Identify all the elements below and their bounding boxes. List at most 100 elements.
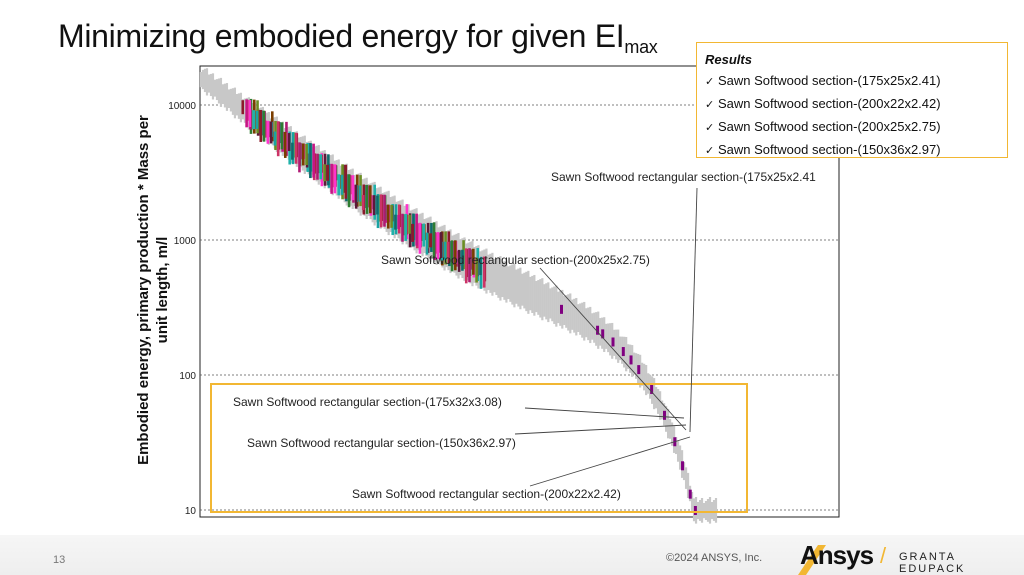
data-marker <box>450 240 454 272</box>
results-title: Results <box>705 52 752 67</box>
page-number: 13 <box>53 554 66 566</box>
y-ticks: 10 100 1000 10000 <box>168 101 196 517</box>
data-marker <box>248 100 252 128</box>
data-marker <box>312 143 315 178</box>
data-marker <box>436 232 440 260</box>
data-marker <box>309 143 312 179</box>
data-marker <box>276 121 280 157</box>
data-marker <box>337 174 341 196</box>
data-marker <box>425 232 429 255</box>
selected-marker <box>693 506 697 515</box>
data-marker <box>446 241 450 259</box>
brand-logo: Ansys <box>800 540 874 570</box>
brand-divider-icon: / <box>880 543 887 568</box>
leader-lines <box>514 187 698 487</box>
data-marker <box>344 164 348 199</box>
results-item-label: Sawn Softwood section-(150x36x2.97) <box>718 142 941 157</box>
data-marker <box>259 109 263 142</box>
data-marker <box>273 131 277 146</box>
selected-marker <box>560 304 563 314</box>
selected-marker <box>596 325 600 335</box>
y-axis-label-line: Embodied energy, primary production * Ma… <box>135 115 152 465</box>
results-item: ✓ Sawn Softwood section-(175x25x2.41) <box>705 70 1007 93</box>
leader-line <box>514 424 687 435</box>
selected-marker <box>650 384 654 394</box>
data-marker <box>266 120 270 144</box>
selected-marker <box>637 365 641 375</box>
data-marker <box>415 213 418 246</box>
data-marker <box>298 142 301 173</box>
y-tick-label: 100 <box>179 371 196 382</box>
brand-slash-icon <box>798 545 826 575</box>
annotation-label: Sawn Softwood rectangular section-(200x2… <box>381 253 650 267</box>
check-icon: ✓ <box>705 99 715 111</box>
brand-product: GRANTA EDUPACK <box>899 551 966 575</box>
data-marker <box>387 204 390 229</box>
data-marker <box>255 110 259 129</box>
data-marker <box>432 222 436 258</box>
leader-line <box>524 407 685 419</box>
results-item: ✓ Sawn Softwood section-(150x36x2.97) <box>705 139 1007 162</box>
data-marker <box>252 110 255 130</box>
selected-marker <box>611 337 615 347</box>
data-marker <box>411 223 415 242</box>
data-marker <box>472 248 475 275</box>
data-marker <box>454 240 457 271</box>
selected-marker <box>601 329 605 339</box>
annotation-label: Sawn Softwood rectangular section-(175x2… <box>551 170 816 184</box>
data-marker <box>330 163 333 194</box>
data-marker <box>301 143 305 166</box>
highlight-region <box>210 383 748 513</box>
data-marker <box>457 249 461 272</box>
data-marker <box>429 233 433 248</box>
annotation-label: Sawn Softwood rectangular section-(150x3… <box>247 436 516 450</box>
data-marker <box>245 99 248 128</box>
data-marker <box>269 121 273 144</box>
data-markers <box>241 98 487 289</box>
slide-title-subscript: max <box>624 37 658 57</box>
data-marker <box>354 184 358 209</box>
y-tick-label: 10000 <box>168 101 196 112</box>
data-marker <box>351 175 355 201</box>
annotation-label: Sawn Softwood rectangular section-(175x3… <box>233 395 502 409</box>
annotation-label: Sawn Softwood rectangular section-(200x2… <box>352 487 621 501</box>
check-icon: ✓ <box>705 122 715 134</box>
results-item-label: Sawn Softwood section-(200x25x2.75) <box>718 119 941 134</box>
y-axis-label: Embodied energy, primary production * Ma… <box>135 115 171 465</box>
data-marker <box>372 195 376 216</box>
data-marker <box>408 214 411 234</box>
data-marker <box>379 194 383 228</box>
data-marker <box>347 174 351 208</box>
y-tick-label: 10 <box>185 506 197 517</box>
results-item-label: Sawn Softwood section-(200x22x2.42) <box>718 96 941 111</box>
check-icon: ✓ <box>705 145 715 157</box>
selected-marker <box>663 410 666 420</box>
data-marker <box>468 248 471 283</box>
data-marker <box>326 164 330 181</box>
data-marker <box>376 195 379 215</box>
data-marker <box>283 131 287 158</box>
data-marker <box>340 174 344 195</box>
data-marker <box>404 213 408 241</box>
y-tick-label: 1000 <box>174 236 197 247</box>
data-marker <box>461 249 464 271</box>
results-item-label: Sawn Softwood section-(175x25x2.41) <box>718 73 941 88</box>
selected-marker <box>629 355 633 365</box>
leader-line <box>539 267 687 431</box>
results-item: ✓ Sawn Softwood section-(200x25x2.75) <box>705 116 1007 139</box>
data-marker <box>397 214 400 229</box>
leader-line <box>689 187 698 433</box>
results-box: Results ✓ Sawn Softwood section-(175x25x2… <box>696 42 1008 158</box>
selected-marker <box>621 347 625 357</box>
data-marker <box>475 257 478 283</box>
slide-title: Minimizing embodied energy for given EIm… <box>58 18 658 58</box>
data-marker <box>262 110 266 142</box>
annotations: Sawn Softwood rectangular section-(175x2… <box>233 170 816 501</box>
data-marker <box>305 144 308 166</box>
slide-title-text: Minimizing embodied energy for given EI <box>58 18 625 54</box>
y-axis-label-line: unit length, m/l <box>154 237 171 344</box>
selected-marker <box>688 489 692 499</box>
data-marker <box>479 258 482 276</box>
data-marker <box>418 222 422 254</box>
data-marker <box>358 185 362 202</box>
